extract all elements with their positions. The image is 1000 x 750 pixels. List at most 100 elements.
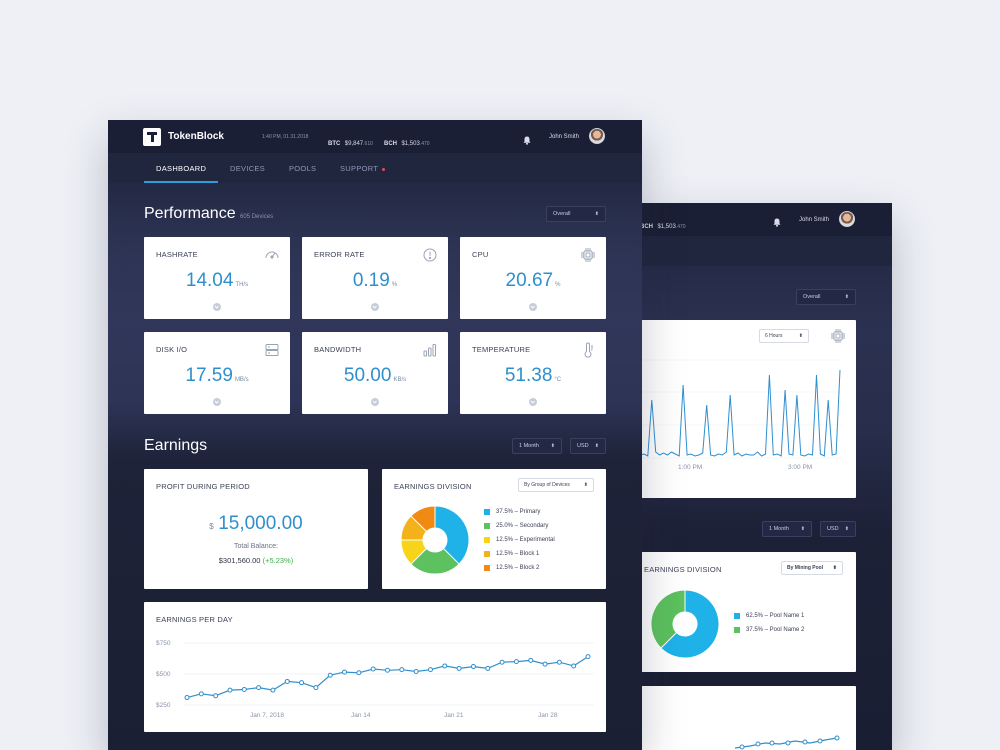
nav-bar bbox=[108, 153, 642, 183]
bell-icon[interactable] bbox=[523, 132, 531, 150]
data-point bbox=[184, 695, 190, 701]
chevron-down-icon[interactable] bbox=[213, 303, 221, 311]
chevron-down-icon[interactable] bbox=[529, 303, 537, 311]
tab-pools[interactable]: POOLS bbox=[289, 164, 317, 173]
card-title: PROFIT DURING PERIOD bbox=[156, 482, 250, 491]
metric-card-cpu[interactable]: CPU 20.67% bbox=[460, 237, 606, 319]
chevron-down-icon[interactable] bbox=[371, 398, 379, 406]
bell-icon[interactable] bbox=[773, 214, 781, 232]
series-line bbox=[640, 369, 841, 457]
avatar[interactable] bbox=[839, 211, 855, 227]
period-dropdown[interactable]: 1 Month ⬍ bbox=[762, 521, 812, 537]
metric-title: ERROR RATE bbox=[314, 250, 365, 259]
metric-card-disk-io[interactable]: DISK I/O 17.59 MB/s bbox=[144, 332, 290, 414]
metric-card-temperature[interactable]: TEMPERATURE 51.38 °C bbox=[460, 332, 606, 414]
x-tick-label: Jan 21 bbox=[444, 712, 464, 719]
currency-dropdown[interactable]: USD ⬍ bbox=[820, 521, 856, 537]
data-point bbox=[241, 687, 247, 692]
legend-swatch bbox=[734, 613, 740, 619]
donut-slice bbox=[650, 589, 686, 649]
data-point bbox=[299, 680, 305, 686]
user-name[interactable]: John Smith bbox=[799, 217, 830, 223]
tab-support[interactable]: SUPPORT bbox=[340, 164, 386, 173]
data-point bbox=[356, 670, 362, 676]
legend-swatch bbox=[484, 537, 490, 543]
metric-value: 17.59 MB/s bbox=[185, 365, 249, 386]
data-point bbox=[427, 667, 433, 673]
metric-title: DISK I/O bbox=[156, 345, 188, 354]
avatar[interactable] bbox=[589, 128, 605, 144]
tokenblock-logo-icon[interactable] bbox=[143, 128, 161, 146]
filter-dropdown[interactable]: Overall ⬍ bbox=[546, 206, 606, 222]
y-tick-label: $500 bbox=[156, 671, 171, 678]
main-dashboard-panel: TokenBlock 1:40 PM, 01.31.2018 BTC $9,84… bbox=[108, 120, 642, 750]
tab-devices[interactable]: DEVICES bbox=[230, 164, 266, 173]
speedometer-icon bbox=[264, 247, 280, 263]
legend-label: 12.5% – Block 2 bbox=[496, 565, 540, 571]
chevron-down-icon[interactable] bbox=[371, 303, 379, 311]
x-tick-label: Jan 28 bbox=[538, 712, 558, 719]
data-point bbox=[499, 659, 505, 665]
device-count: 605 Devices bbox=[240, 214, 274, 220]
legend-item: 62.5% – Pool Name 1 bbox=[734, 609, 804, 623]
data-point bbox=[442, 663, 448, 669]
series-line bbox=[186, 656, 589, 699]
y-tick-label: $750 bbox=[156, 640, 171, 647]
btc-ticker: BTC $9,847.610 bbox=[328, 141, 373, 147]
legend-item: 12.5% – Experimental bbox=[484, 533, 555, 547]
metric-value: 0.19% bbox=[352, 270, 398, 291]
data-point bbox=[198, 691, 204, 697]
notification-dot bbox=[382, 167, 386, 171]
currency-dropdown[interactable]: USD ⬍ bbox=[570, 438, 606, 454]
secondary-dashboard-panel: BCH $1,503.470 John Smith Overall ⬍ 6 Hou… bbox=[640, 203, 892, 750]
y-tick-label: $250 bbox=[156, 702, 171, 709]
legend-swatch bbox=[484, 523, 490, 529]
brand-name[interactable]: TokenBlock bbox=[168, 131, 224, 142]
nav-bar bbox=[640, 236, 892, 266]
group-dropdown[interactable]: By Mining Pool ⬍ bbox=[781, 561, 843, 575]
alert-circle-icon bbox=[422, 247, 438, 263]
data-point bbox=[313, 685, 319, 691]
donut-slice bbox=[410, 505, 436, 533]
data-point bbox=[513, 659, 519, 665]
tab-dashboard[interactable]: DASHBOARD bbox=[156, 164, 207, 173]
metric-value: 50.00 KB/s bbox=[343, 365, 407, 386]
balance-label: Total Balance: bbox=[234, 543, 278, 550]
earnings-division-card: EARNINGS DIVISION By Group of Devices ⬍ 3… bbox=[382, 469, 606, 589]
metric-card-error-rate[interactable]: ERROR RATE 0.19% bbox=[302, 237, 448, 319]
chevron-down-icon[interactable] bbox=[213, 398, 221, 406]
sort-caret-icon: ⬍ bbox=[594, 211, 599, 217]
filter-dropdown[interactable]: Overall ⬍ bbox=[796, 289, 856, 305]
cpu-chip-icon bbox=[580, 247, 596, 263]
sort-caret-icon: ⬍ bbox=[844, 526, 849, 532]
earnings-line-chart bbox=[184, 642, 594, 706]
user-name[interactable]: John Smith bbox=[549, 134, 580, 140]
bch-ticker: BCH $1,503.470 bbox=[384, 141, 430, 147]
cpu-chart-card: 6 Hours ⬍ 1:00 PM 3:00 PM bbox=[640, 320, 856, 498]
card-title: EARNINGS DIVISION bbox=[394, 482, 472, 491]
range-dropdown[interactable]: 6 Hours ⬍ bbox=[759, 329, 809, 343]
group-dropdown[interactable]: By Group of Devices ⬍ bbox=[518, 478, 594, 492]
legend-label: 12.5% – Experimental bbox=[496, 537, 555, 543]
metric-title: BANDWIDTH bbox=[314, 345, 362, 354]
metric-card-bandwidth[interactable]: BANDWIDTH 50.00 KB/s bbox=[302, 332, 448, 414]
metric-card-hashrate[interactable]: HASHRATE 14.04 TH/s bbox=[144, 237, 290, 319]
chevron-down-icon[interactable] bbox=[529, 398, 537, 406]
division-donut-chart bbox=[400, 505, 470, 575]
legend-swatch bbox=[484, 551, 490, 557]
bch-ticker: BCH $1,503.470 bbox=[640, 224, 686, 230]
earnings-per-day-card: EARNINGS PER DAY $750 $500 $250 Jan 7, 2… bbox=[144, 602, 606, 732]
legend-swatch bbox=[484, 509, 490, 515]
section-title: Earnings bbox=[144, 437, 208, 454]
cpu-line-chart bbox=[640, 359, 842, 459]
earnings-per-day-card bbox=[640, 686, 856, 750]
pool-division-card: EARNINGS DIVISION By Mining Pool ⬍ 62.5% … bbox=[640, 552, 856, 672]
donut-slice bbox=[434, 505, 470, 565]
server-icon bbox=[264, 342, 280, 358]
data-point bbox=[585, 654, 591, 660]
data-point bbox=[284, 678, 290, 684]
metric-value: 51.38 °C bbox=[504, 365, 562, 386]
data-point bbox=[327, 672, 333, 678]
data-point bbox=[213, 693, 219, 699]
period-dropdown[interactable]: 1 Month ⬍ bbox=[512, 438, 562, 454]
